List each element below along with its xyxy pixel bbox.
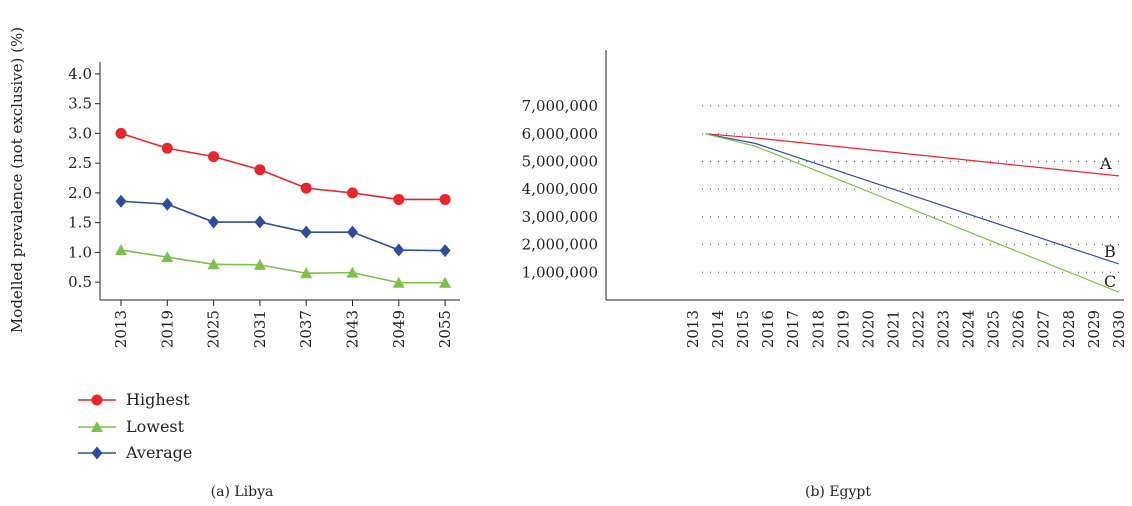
y-tick-label: 0.5 — [68, 273, 92, 291]
data-point-average — [300, 225, 312, 239]
x-tick-label: 2025 — [205, 310, 223, 348]
x-tick-label: 2037 — [297, 310, 315, 348]
x-tick-label: 2030 — [1110, 310, 1128, 348]
data-point-lowest — [115, 244, 127, 256]
legend-label-highest: Highest — [126, 390, 190, 409]
legend-marker-lowest — [91, 421, 103, 432]
x-tick-label: 2019 — [834, 310, 852, 348]
y-tick-label: 1.5 — [68, 214, 92, 232]
y-tick-label: 1,000,000 — [522, 263, 598, 281]
data-point-average — [439, 244, 451, 258]
x-tick-label: 2021 — [884, 310, 902, 348]
data-point-lowest — [300, 267, 313, 279]
series-line-a — [705, 133, 1119, 177]
x-tick-label: 2013 — [112, 310, 130, 348]
x-tick-label: 2049 — [390, 310, 408, 348]
series-label-b: B — [1104, 242, 1116, 261]
data-point-lowest — [439, 276, 452, 288]
y-tick-label: 3.0 — [68, 124, 92, 142]
data-point-highest — [393, 193, 405, 205]
y-tick-label: 2.0 — [68, 184, 92, 202]
data-point-average — [254, 215, 266, 229]
data-point-highest — [300, 182, 312, 194]
data-point-average — [115, 194, 127, 208]
data-point-average — [347, 225, 358, 239]
y-tick-label: 4,000,000 — [522, 180, 598, 198]
series-line-lowest — [120, 249, 446, 284]
series-label-c: C — [1104, 272, 1116, 291]
chart-libya: 0.5 1.0 1.5 2.0 2.5 3.0 3.5 4.0 2013 2019 2025 2031… — [8, 27, 460, 500]
series-line-b — [705, 133, 1120, 265]
x-tick-label: 2025 — [985, 310, 1003, 348]
y-tick-label: 2,000,000 — [522, 236, 598, 254]
y-tick-label: 4.0 — [68, 65, 92, 83]
series-label-a: A — [1099, 154, 1112, 173]
x-tick-label: 2029 — [1085, 310, 1103, 348]
legend-label-lowest: Lowest — [126, 417, 185, 436]
series-line-c — [705, 133, 1120, 293]
x-tick-label: 2043 — [344, 310, 362, 348]
data-point-average — [393, 243, 405, 257]
x-tick-label: 2020 — [859, 310, 877, 348]
chart-caption: (a) Libya — [211, 484, 274, 500]
y-axis-title: Modelled prevalence (not exclusive) (%) — [8, 27, 26, 333]
legend-marker-highest — [91, 394, 103, 406]
x-tick-label: 2028 — [1060, 310, 1078, 348]
y-tick-label: 7,000,000 — [522, 97, 598, 115]
x-tick-label: 2013 — [684, 310, 702, 348]
data-point-average — [161, 197, 173, 211]
data-point-highest — [439, 193, 451, 205]
y-tick-label: 5,000,000 — [522, 153, 598, 171]
data-point-highest — [347, 187, 358, 199]
series-line-highest — [120, 132, 446, 201]
x-tick-label: 2031 — [251, 310, 269, 348]
x-tick-label: 2017 — [784, 310, 802, 348]
x-tick-label: 2055 — [436, 310, 454, 348]
x-tick-label: 2014 — [709, 310, 727, 348]
data-point-highest — [208, 151, 220, 163]
x-tick-label: 2026 — [1010, 310, 1028, 348]
data-point-lowest — [161, 251, 174, 263]
y-tick-label: 1.0 — [68, 243, 92, 261]
x-tick-label: 2015 — [734, 310, 752, 348]
data-point-highest — [115, 127, 127, 139]
x-tick-label: 2022 — [909, 310, 927, 348]
chart-egypt: 1,000,000 2,000,000 3,000,000 4,000,000 5,00… — [522, 50, 1128, 500]
x-tick-label: 2024 — [960, 310, 978, 348]
x-tick-label: 2019 — [158, 310, 176, 348]
data-point-lowest — [207, 258, 220, 270]
data-point-lowest — [346, 266, 359, 278]
x-tick-label: 2027 — [1035, 310, 1053, 348]
data-point-lowest — [392, 276, 405, 288]
chart-caption: (b) Egypt — [805, 484, 871, 500]
y-tick-label: 2.5 — [68, 154, 92, 172]
legend-marker-average — [91, 446, 103, 460]
series-line-average — [120, 200, 446, 252]
data-point-highest — [254, 164, 266, 176]
y-tick-label: 6,000,000 — [522, 125, 598, 143]
legend-label-average: Average — [125, 443, 192, 462]
x-tick-label: 2023 — [935, 310, 953, 348]
x-tick-label: 2018 — [809, 310, 827, 348]
y-tick-label: 3,000,000 — [522, 208, 598, 226]
y-tick-label: 3.5 — [68, 95, 92, 113]
data-point-average — [208, 215, 220, 229]
data-point-highest — [161, 142, 173, 154]
data-point-lowest — [253, 258, 266, 270]
x-tick-label: 2016 — [759, 310, 777, 348]
